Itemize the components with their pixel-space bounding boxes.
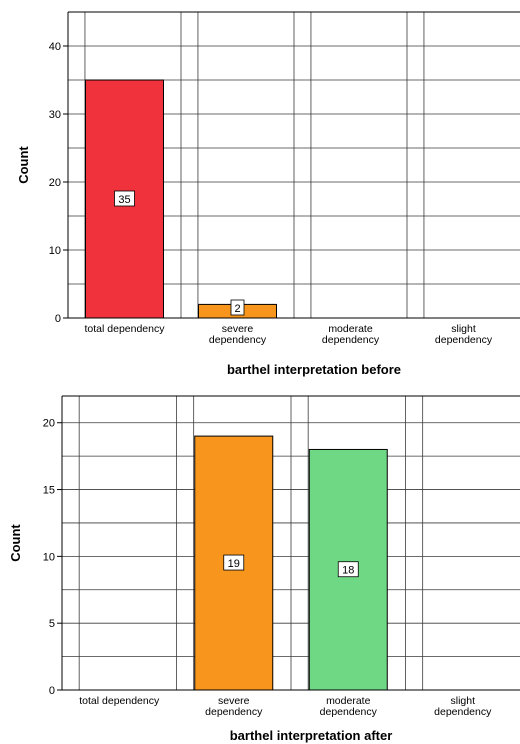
chart-1: 0 10 20 30 40 35 2 total dependency severe depend… — [16, 11, 520, 377]
data-label: 2 — [234, 303, 240, 315]
y-tick-label: 10 — [49, 245, 61, 257]
x-tick-label: severe dependency — [205, 695, 263, 718]
x-tick-label: severe dependency — [209, 323, 267, 346]
data-label-box — [230, 299, 245, 316]
y-tick-label: 40 — [49, 41, 61, 53]
x-tick-label: total dependency — [79, 695, 160, 707]
y-axis-title: Count — [16, 146, 31, 184]
chart-2: 0 5 10 15 20 19 18 total dependency severe depend… — [8, 395, 520, 743]
x-tick-label: slight dependency — [434, 695, 492, 718]
y-axis-title: Count — [8, 524, 23, 562]
data-label-box — [114, 190, 135, 207]
y-tick-label: 0 — [49, 685, 55, 697]
data-label-box — [337, 561, 359, 578]
data-label: 18 — [342, 565, 354, 577]
y-tick-label: 30 — [49, 109, 61, 121]
y-tick-label: 15 — [43, 485, 55, 497]
x-tick-label: moderate dependency — [322, 323, 380, 346]
y-tick-label: 10 — [43, 551, 55, 563]
x-tick-label: total dependency — [85, 323, 166, 335]
y-tick-label: 5 — [49, 618, 55, 630]
x-axis-title: barthel interpretation before — [227, 362, 401, 377]
y-tick-label: 0 — [55, 313, 61, 325]
x-tick-label: slight dependency — [435, 323, 493, 346]
x-tick-label: moderate dependency — [320, 695, 378, 718]
data-label: 35 — [118, 194, 130, 206]
x-axis-title: barthel interpretation after — [230, 728, 393, 743]
y-tick-label: 20 — [49, 177, 61, 189]
data-label-box — [223, 554, 245, 571]
data-label: 19 — [228, 558, 240, 570]
y-tick-label: 20 — [43, 418, 55, 430]
